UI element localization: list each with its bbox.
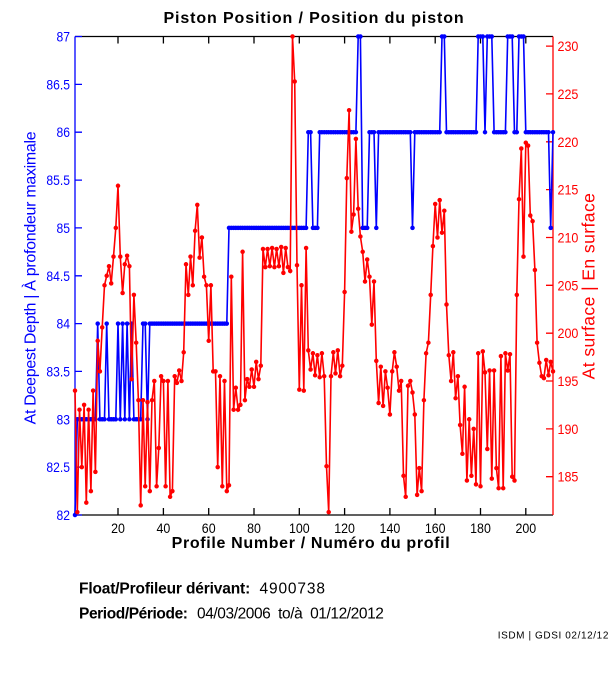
svg-text:ISDM | GDSI 02/12/12: ISDM | GDSI 02/12/12 [498, 631, 609, 642]
svg-text:20: 20 [111, 520, 125, 536]
svg-text:84.5: 84.5 [46, 268, 70, 284]
svg-text:210: 210 [558, 230, 579, 246]
svg-text:195: 195 [558, 373, 579, 389]
svg-text:At surface | En surface: At surface | En surface [579, 193, 599, 380]
svg-text:185: 185 [558, 469, 579, 485]
svg-text:160: 160 [425, 520, 446, 536]
svg-text:83: 83 [57, 411, 71, 427]
svg-text:84: 84 [57, 316, 71, 332]
svg-text:100: 100 [289, 520, 310, 536]
svg-text:40: 40 [157, 520, 171, 536]
svg-text:140: 140 [380, 520, 401, 536]
svg-text:85.5: 85.5 [46, 172, 70, 188]
svg-text:200: 200 [558, 325, 579, 341]
svg-text:Profile Number / Numéro du pro: Profile Number / Numéro du profil [172, 535, 451, 552]
svg-text:At Deepest Depth | À profondeu: At Deepest Depth | À profondeur maximale [21, 131, 40, 424]
svg-text:86.5: 86.5 [46, 76, 70, 92]
svg-text:215: 215 [558, 182, 579, 198]
svg-text:230: 230 [558, 38, 579, 54]
svg-text:86: 86 [57, 124, 71, 140]
svg-text:180: 180 [470, 520, 491, 536]
svg-text:225: 225 [558, 86, 579, 102]
svg-text:220: 220 [558, 134, 579, 150]
svg-text:4900738: 4900738 [260, 581, 326, 598]
svg-text:60: 60 [202, 520, 216, 536]
svg-text:82: 82 [57, 507, 71, 523]
svg-text:85: 85 [57, 220, 71, 236]
svg-text:120: 120 [334, 520, 355, 536]
svg-text:04/03/2006 to/à 01/12/2012: 04/03/2006 to/à 01/12/2012 [197, 606, 383, 623]
svg-text:Period/Période:: Period/Période: [79, 606, 188, 623]
svg-text:Float/Profileur dérivant:: Float/Profileur dérivant: [79, 581, 250, 598]
svg-text:190: 190 [558, 421, 579, 437]
svg-text:87: 87 [57, 29, 71, 45]
svg-text:80: 80 [247, 520, 261, 536]
svg-text:Piston Position / Position du: Piston Position / Position du piston [164, 10, 465, 27]
svg-text:200: 200 [515, 520, 536, 536]
svg-text:82.5: 82.5 [46, 459, 70, 475]
svg-text:205: 205 [558, 277, 579, 293]
svg-text:83.5: 83.5 [46, 363, 70, 379]
